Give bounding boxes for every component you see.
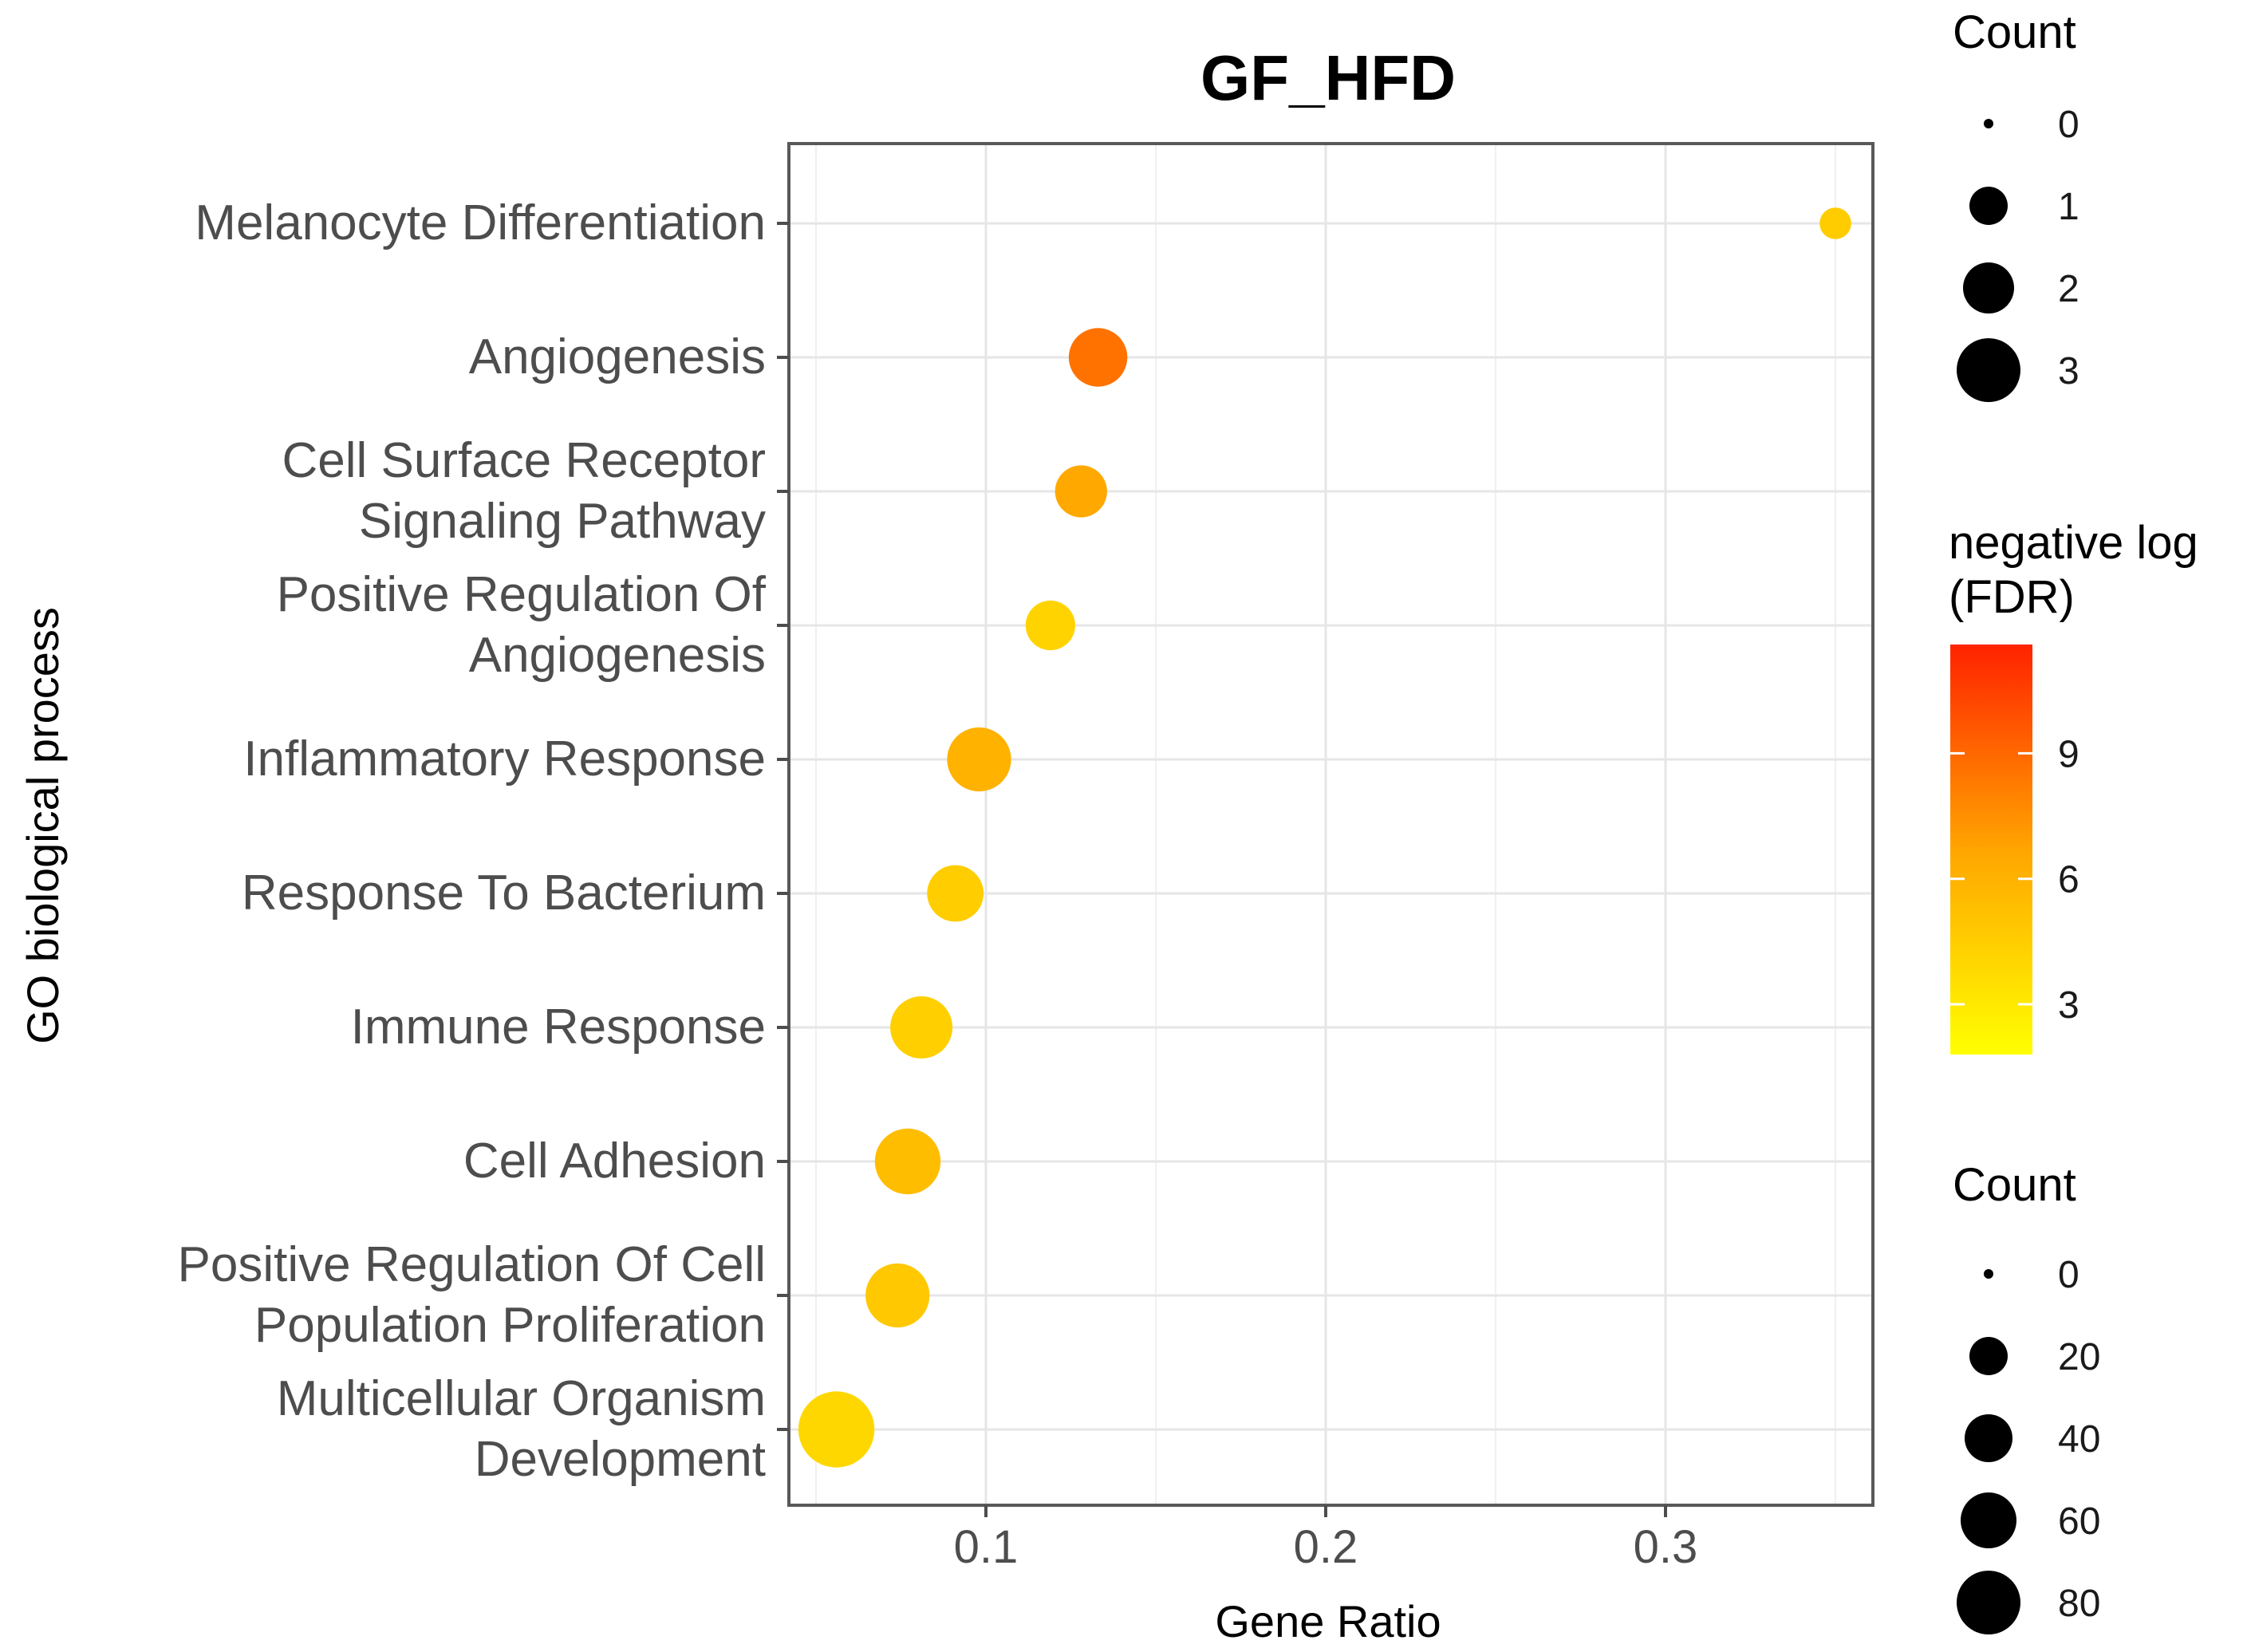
- legend-size-label: 60: [2058, 1500, 2100, 1543]
- data-point: [874, 1128, 941, 1195]
- legend-color-title-line1: negative log: [1949, 517, 2198, 569]
- x-tick-label: 0.2: [1294, 1521, 1358, 1573]
- legend-count-large-title: Count: [1953, 1159, 2076, 1211]
- y-tick-label: Immune Response: [351, 999, 766, 1055]
- legend-count-large: Count 0 20 40 60 80: [1953, 1159, 2100, 1634]
- legend-size-label: 40: [2058, 1418, 2100, 1461]
- data-points: [798, 207, 1851, 1468]
- legend-count-small-title: Count: [1953, 6, 2076, 58]
- x-axis: 0.1 0.2 0.3: [954, 1505, 1698, 1573]
- legend-size-label: 80: [2058, 1583, 2100, 1625]
- data-point: [1025, 600, 1075, 651]
- legend-size-label: 20: [2058, 1336, 2100, 1378]
- data-point: [1055, 465, 1107, 518]
- y-tick-label: Melanocyte Differentiation: [195, 195, 766, 250]
- color-bar-label: 9: [2058, 733, 2079, 775]
- legend-size-label: 1: [2058, 186, 2079, 228]
- legend-size-key: [1984, 119, 1993, 128]
- legend-size-key: [1965, 1414, 2012, 1462]
- y-tick-label: Angiogenesis: [469, 329, 766, 384]
- legend-count-small: Count 0 1 2 3: [1953, 6, 2079, 402]
- data-point: [1819, 207, 1851, 239]
- data-point: [798, 1391, 875, 1468]
- legend-size-key: [1957, 1571, 2020, 1634]
- color-bar-label: 3: [2058, 984, 2079, 1027]
- y-tick-label: Multicellular Organism Development: [277, 1371, 766, 1487]
- legend-size-key: [1963, 262, 2014, 313]
- data-point: [1068, 328, 1128, 387]
- legend-size-label: 0: [2058, 104, 2079, 146]
- data-point: [927, 865, 984, 922]
- x-axis-title: Gene Ratio: [1215, 1596, 1441, 1646]
- legend-size-label: 0: [2058, 1254, 2079, 1296]
- y-tick-label: Cell Adhesion: [463, 1134, 766, 1189]
- legend-size-key: [1984, 1269, 1993, 1279]
- y-tick-label: Cell Surface Receptor Signaling Pathway: [282, 433, 767, 549]
- y-tick-label: Response To Bacterium: [242, 865, 766, 921]
- legend-size-key: [1961, 1492, 2016, 1548]
- grid-lines: [789, 144, 1873, 1505]
- x-tick-label: 0.3: [1634, 1521, 1698, 1573]
- data-point: [865, 1263, 930, 1328]
- legend-size-label: 3: [2058, 350, 2079, 392]
- legend-size-key: [1957, 338, 2020, 402]
- y-tick-label: Positive Regulation Of Cell Population Pr…: [178, 1237, 766, 1353]
- color-bar-label: 6: [2058, 859, 2079, 901]
- legend-color: negative log (FDR) 9 6 3: [1949, 517, 2198, 1055]
- y-axis: Melanocyte Differentiation Angiogenesis Ce…: [178, 195, 789, 1487]
- legend-color-title-line2: (FDR): [1949, 571, 2075, 623]
- legend-size-key: [1969, 1337, 2008, 1375]
- legend-size-key: [1969, 187, 2008, 225]
- data-point: [890, 996, 953, 1059]
- plot-panel: [787, 142, 1874, 1507]
- y-axis-title: GO biological process: [18, 607, 68, 1044]
- color-bar: [1950, 645, 2032, 1055]
- data-point: [947, 727, 1011, 792]
- x-tick-label: 0.1: [954, 1521, 1019, 1573]
- chart-title: GF_HFD: [1200, 42, 1456, 113]
- y-tick-label: Inflammatory Response: [243, 731, 766, 787]
- legend-size-label: 2: [2058, 268, 2079, 310]
- y-tick-label: Positive Regulation Of Angiogenesis: [277, 567, 767, 683]
